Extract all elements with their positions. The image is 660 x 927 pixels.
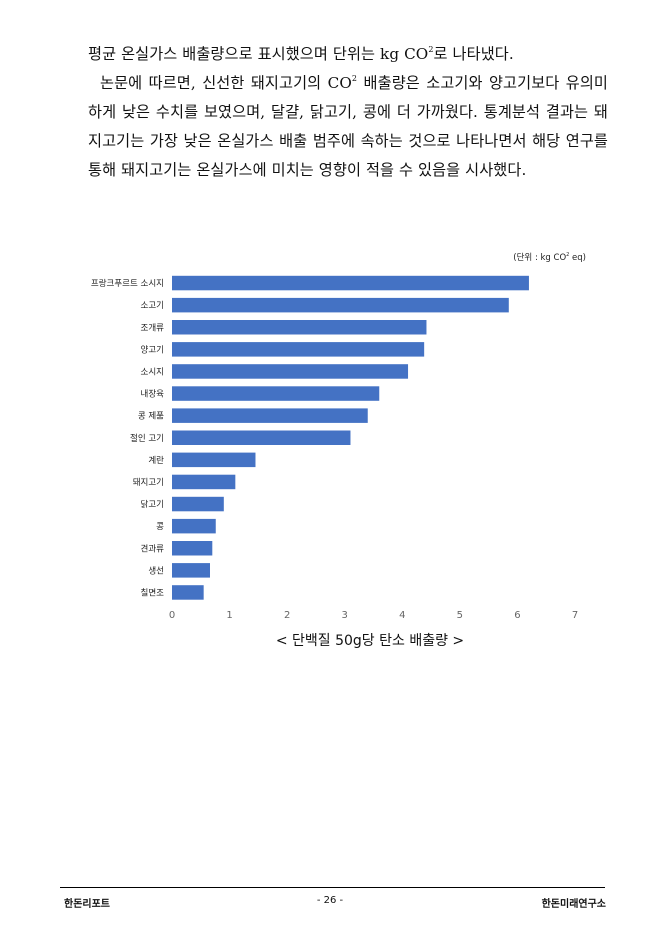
category-label-6: 콩 제품 bbox=[138, 412, 164, 422]
x-tick-label-0: 0 bbox=[169, 610, 175, 621]
footer-divider bbox=[60, 887, 605, 888]
bar-14 bbox=[172, 585, 204, 600]
bar-3 bbox=[172, 342, 425, 357]
bar-12 bbox=[172, 541, 213, 556]
bar-10 bbox=[172, 496, 224, 512]
category-label-13: 생선 bbox=[148, 565, 164, 576]
chart-unit-note: (단위 : kg CO2 eq) bbox=[513, 252, 586, 264]
body-text: 평균 온실가스 배출량으로 표시했으며 단위는 kg CO2로 나타냈다. 논문… bbox=[88, 40, 608, 185]
bar-11 bbox=[172, 518, 216, 534]
paragraph-2: 논문에 따르면, 신선한 돼지고기의 CO2 배출량은 소고기와 양고기보다 유… bbox=[88, 74, 608, 179]
bar-5 bbox=[172, 386, 380, 401]
category-label-7: 절인 고기 bbox=[130, 433, 164, 444]
category-label-9: 돼지고기 bbox=[133, 478, 164, 488]
x-tick-label-1: 1 bbox=[226, 610, 232, 621]
category-label-5: 내장육 bbox=[141, 389, 165, 400]
footer-page-number: - 26 - bbox=[316, 895, 344, 906]
bar-6 bbox=[172, 408, 368, 423]
category-label-11: 콩 bbox=[156, 522, 164, 532]
x-tick-label-3: 3 bbox=[342, 610, 348, 621]
category-label-8: 계란 bbox=[148, 455, 164, 466]
bar-2 bbox=[172, 320, 427, 335]
category-label-3: 양고기 bbox=[141, 344, 164, 355]
bar-1 bbox=[172, 297, 509, 313]
category-label-12: 견과류 bbox=[141, 543, 165, 554]
footer-institute-name: 한돈미래연구소 bbox=[541, 899, 606, 910]
category-label-0: 프랑크푸르트 소시지 bbox=[91, 278, 164, 289]
x-tick-label-2: 2 bbox=[284, 610, 290, 621]
footer-report-name: 한돈리포트 bbox=[64, 899, 110, 910]
category-label-14: 칠면조 bbox=[141, 587, 165, 598]
bar-0 bbox=[172, 275, 529, 291]
chart-caption: < 단백질 50g당 탄소 배출량 > bbox=[275, 633, 465, 649]
category-label-4: 소시지 bbox=[141, 367, 164, 377]
x-tick-label-4: 4 bbox=[399, 610, 405, 621]
bar-9 bbox=[172, 474, 236, 490]
bar-8 bbox=[172, 452, 256, 468]
bar-13 bbox=[172, 563, 210, 578]
x-tick-label-7: 7 bbox=[572, 610, 578, 621]
category-label-2: 조개류 bbox=[141, 322, 165, 333]
bar-4 bbox=[172, 364, 409, 379]
paragraph-1: 평균 온실가스 배출량으로 표시했으며 단위는 kg CO2로 나타냈다. bbox=[88, 45, 514, 63]
x-tick-label-6: 6 bbox=[514, 610, 520, 621]
x-tick-label-5: 5 bbox=[457, 610, 463, 621]
bar-7 bbox=[172, 430, 351, 445]
category-label-1: 소고기 bbox=[141, 301, 164, 311]
category-label-10: 닭고기 bbox=[141, 499, 164, 510]
